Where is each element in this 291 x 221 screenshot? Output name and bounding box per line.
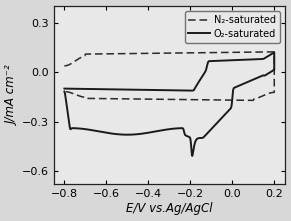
- X-axis label: E/V vs.Ag/AgCl: E/V vs.Ag/AgCl: [126, 202, 212, 215]
- Legend: N₂-saturated, O₂-saturated: N₂-saturated, O₂-saturated: [184, 11, 280, 43]
- Y-axis label: J/mA cm⁻²: J/mA cm⁻²: [6, 65, 19, 125]
